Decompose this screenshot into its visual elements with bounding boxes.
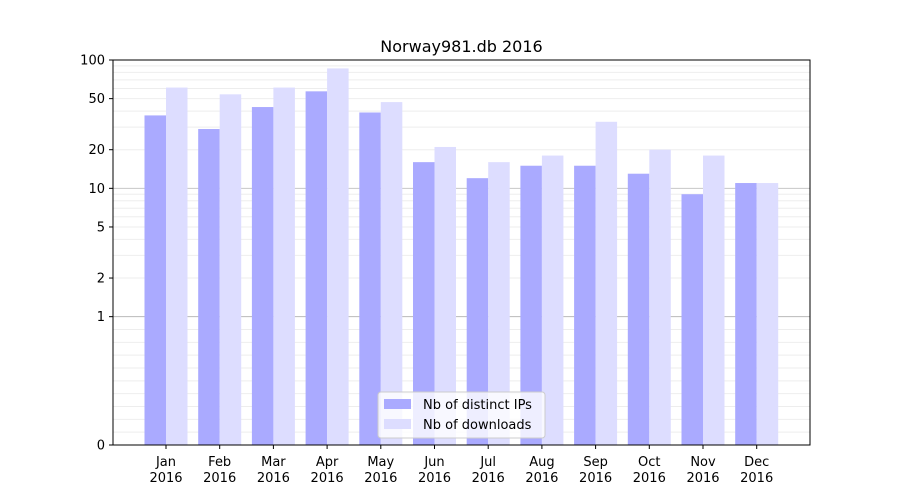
bar-downloads (488, 162, 510, 445)
y-tick-label: 20 (88, 143, 105, 158)
x-tick-label-month: Jul (479, 455, 496, 470)
chart-title: Norway981.db 2016 (380, 37, 542, 56)
legend-swatch (384, 419, 411, 429)
x-tick-label-month: Jun (423, 455, 444, 470)
x-tick-label-month: Nov (690, 455, 716, 470)
x-tick-label-month: Apr (316, 455, 339, 470)
x-tick-label-month: Oct (638, 455, 660, 470)
legend-label: Nb of downloads (423, 418, 532, 433)
x-tick-label-month: Aug (529, 455, 554, 470)
x-tick-label-year: 2016 (686, 471, 719, 486)
bar-distinct-ips (520, 165, 542, 445)
bar-downloads (219, 94, 242, 445)
x-tick-label-year: 2016 (149, 471, 182, 486)
bar-distinct-ips (251, 107, 274, 446)
bar-downloads (703, 155, 725, 445)
plot-frame (112, 59, 811, 446)
bar-distinct-ips (735, 183, 757, 445)
bar-distinct-ips (681, 194, 703, 445)
x-tick-label-month: May (367, 455, 394, 470)
x-tick-label-year: 2016 (525, 471, 558, 486)
x-tick-label-year: 2016 (472, 471, 505, 486)
bar-distinct-ips (305, 91, 328, 445)
legend-label: Nb of distinct IPs (423, 398, 532, 413)
bar-distinct-ips (359, 112, 381, 445)
x-axis: Jan2016Feb2016Mar2016Apr2016May2016Jun20… (149, 445, 773, 486)
x-tick-label-year: 2016 (311, 471, 344, 486)
legend: Nb of distinct IPs Nb of downloads (377, 391, 546, 439)
legend-box (377, 391, 546, 439)
x-tick-label-month: Jan (155, 455, 176, 470)
bar-downloads (273, 87, 295, 445)
bars (144, 68, 779, 446)
y-tick-label: 50 (88, 92, 105, 107)
bar-downloads (380, 102, 403, 445)
bar-downloads (595, 121, 618, 445)
bar-distinct-ips (413, 162, 435, 445)
bar-distinct-ips (466, 178, 489, 445)
x-tick-label-year: 2016 (633, 471, 666, 486)
x-tick-label-year: 2016 (257, 471, 290, 486)
x-tick-label-year: 2016 (418, 471, 451, 486)
x-tick-label-month: Dec (744, 455, 769, 470)
y-tick-label: 2 (97, 272, 105, 287)
bar-downloads (649, 149, 671, 445)
y-tick-label: 5 (97, 220, 105, 235)
bar-downloads (541, 155, 564, 445)
x-tick-label-month: Mar (261, 455, 286, 470)
bar-downloads (327, 68, 349, 445)
bar-downloads (756, 183, 779, 445)
bar-downloads (434, 146, 456, 445)
bar-distinct-ips (627, 173, 650, 445)
bar-distinct-ips (574, 165, 596, 445)
y-tick-label: 10 (88, 182, 105, 197)
x-tick-label-month: Feb (208, 455, 231, 470)
x-tick-label-month: Sep (583, 455, 608, 470)
bar-distinct-ips (144, 115, 166, 445)
x-tick-label-year: 2016 (579, 471, 612, 486)
y-tick-label: 0 (97, 439, 105, 454)
y-axis: 0 1 2 5 10 20 50 100 (80, 54, 113, 454)
x-tick-label-year: 2016 (364, 471, 397, 486)
y-tick-label: 100 (80, 54, 105, 69)
y-tick-label: 1 (97, 310, 105, 325)
bar-distinct-ips (198, 128, 220, 446)
x-tick-label-year: 2016 (203, 471, 236, 486)
x-tick-label-year: 2016 (740, 471, 773, 486)
bar-downloads (166, 87, 188, 445)
legend-swatch (384, 399, 411, 409)
